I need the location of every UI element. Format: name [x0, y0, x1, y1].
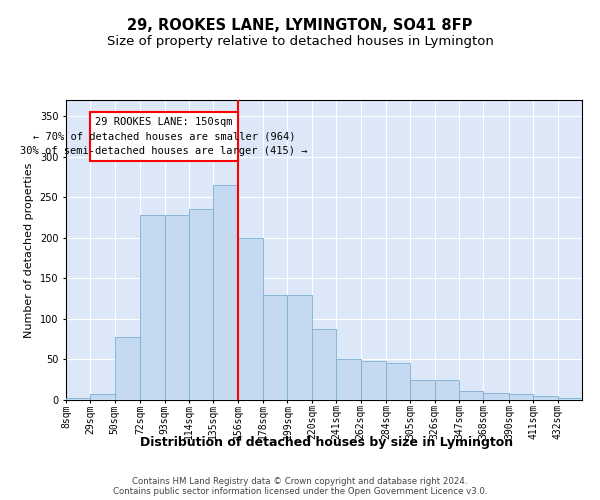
- Bar: [140, 215, 164, 400]
- Bar: [336, 360, 361, 400]
- Bar: [557, 398, 582, 400]
- Text: Distribution of detached houses by size in Lymington: Distribution of detached houses by size …: [140, 436, 514, 449]
- Bar: [287, 294, 312, 400]
- Bar: [361, 361, 386, 400]
- Bar: [115, 337, 140, 400]
- FancyBboxPatch shape: [91, 112, 238, 161]
- Bar: [238, 238, 263, 400]
- Text: 29, ROOKES LANE, LYMINGTON, SO41 8FP: 29, ROOKES LANE, LYMINGTON, SO41 8FP: [127, 18, 473, 32]
- Bar: [263, 294, 287, 400]
- Bar: [91, 394, 115, 400]
- Bar: [533, 396, 557, 400]
- Text: Contains HM Land Registry data © Crown copyright and database right 2024.
Contai: Contains HM Land Registry data © Crown c…: [113, 476, 487, 496]
- Bar: [66, 398, 91, 400]
- Bar: [459, 391, 484, 400]
- Bar: [164, 215, 189, 400]
- Bar: [213, 185, 238, 400]
- Text: 29 ROOKES LANE: 150sqm
← 70% of detached houses are smaller (964)
30% of semi-de: 29 ROOKES LANE: 150sqm ← 70% of detached…: [20, 116, 308, 156]
- Bar: [386, 362, 410, 400]
- Bar: [509, 394, 533, 400]
- Text: Size of property relative to detached houses in Lymington: Size of property relative to detached ho…: [107, 35, 493, 48]
- Bar: [410, 380, 435, 400]
- Y-axis label: Number of detached properties: Number of detached properties: [24, 162, 34, 338]
- Bar: [484, 392, 509, 400]
- Bar: [435, 380, 459, 400]
- Bar: [312, 328, 336, 400]
- Bar: [189, 208, 213, 400]
